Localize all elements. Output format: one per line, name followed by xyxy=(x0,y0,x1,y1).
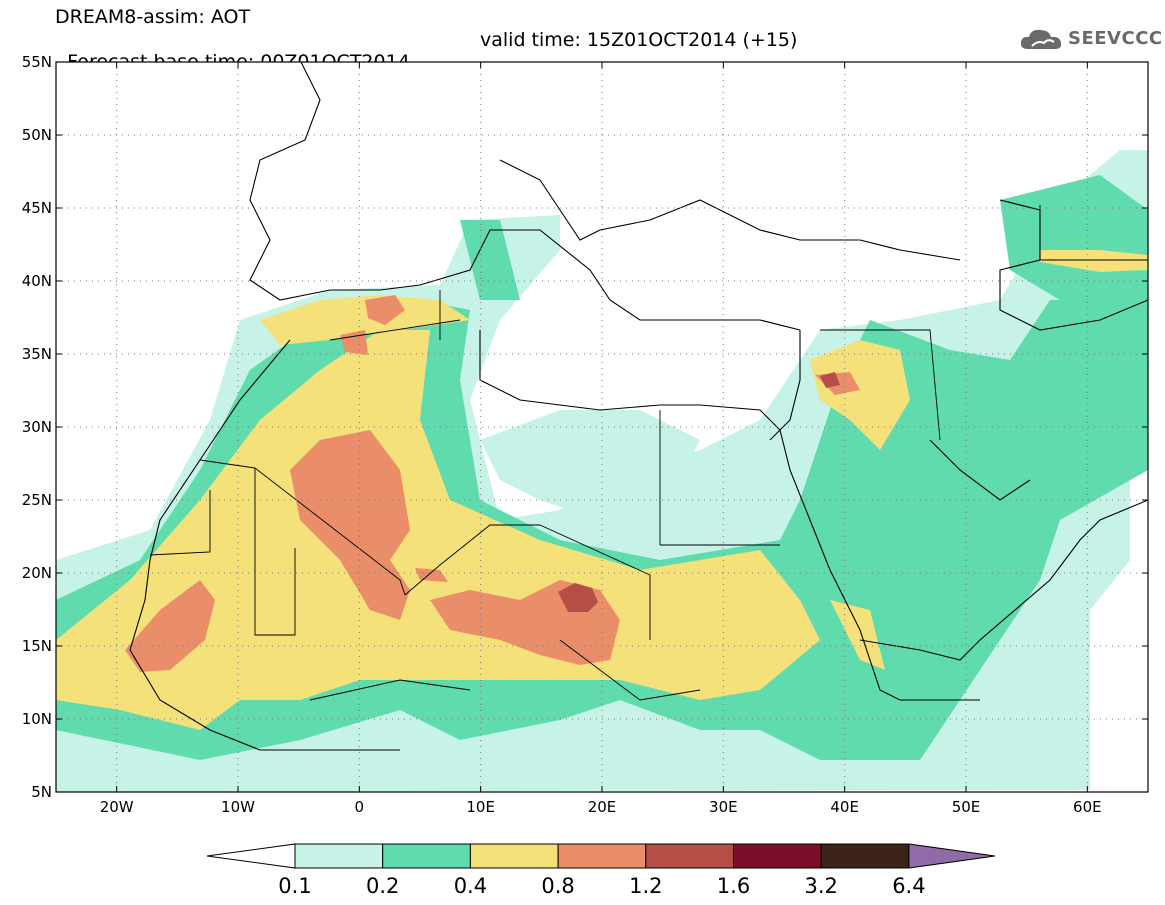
colorbar-arrow-high xyxy=(908,843,996,869)
colorbar-boxes xyxy=(206,843,996,869)
aot-map: 55N 50N 45N 40N 35N 30N 25N 20N 15N 10N 5N 20W 10W 0… xyxy=(22,53,1149,816)
coastlines xyxy=(129,62,1148,751)
seevccc-logo: SEEVCCC xyxy=(1018,25,1162,55)
lat-label: 35N xyxy=(22,345,52,363)
lat-label: 15N xyxy=(22,637,52,655)
lon-label: 20E xyxy=(588,798,617,816)
lon-label: 0 xyxy=(355,798,365,816)
lat-label: 5N xyxy=(31,783,52,801)
colorbar-arrow-low xyxy=(206,843,296,869)
colorbar-level-label: 3.2 xyxy=(804,874,837,898)
lon-label: 20W xyxy=(100,798,134,816)
lat-label: 45N xyxy=(22,199,52,217)
colorbar-level-label: 1.6 xyxy=(717,874,750,898)
lat-label: 25N xyxy=(22,491,52,509)
colorbar-box xyxy=(645,843,734,869)
lat-label: 20N xyxy=(22,564,52,582)
colorbar-labels: 0.1 0.2 0.4 0.8 1.2 1.6 3.2 6.4 xyxy=(278,874,925,898)
colorbar-level-label: 0.4 xyxy=(454,874,487,898)
colorbar-box xyxy=(382,843,471,869)
aot-band-1.2 xyxy=(558,372,840,612)
lat-label: 55N xyxy=(22,53,52,71)
lon-label: 10W xyxy=(221,798,255,816)
lat-label: 10N xyxy=(22,710,52,728)
lat-label: 30N xyxy=(22,418,52,436)
latitude-labels: 55N 50N 45N 40N 35N 30N 25N 20N 15N 10N 5N xyxy=(22,53,52,801)
axis-ticks xyxy=(56,61,1148,793)
colorbar-level-label: 1.2 xyxy=(629,874,662,898)
valid-time: valid time: 15Z01OCT2014 (+15) xyxy=(480,29,798,51)
colorbar-box xyxy=(469,843,559,869)
grid xyxy=(56,62,1148,792)
lon-label: 40E xyxy=(830,798,859,816)
colorbar-level-label: 0.8 xyxy=(541,874,574,898)
colorbar-box xyxy=(557,843,647,869)
lon-label: 60E xyxy=(1073,798,1102,816)
colorbar-level-label: 6.4 xyxy=(892,874,925,898)
cloud-icon xyxy=(1020,29,1062,49)
colorbar-box xyxy=(733,843,822,869)
longitude-labels: 20W 10W 0 10E 20E 30E 40E 50E 60E xyxy=(100,798,1102,816)
lon-label: 50E xyxy=(952,798,981,816)
logo-text: SEEVCCC xyxy=(1068,28,1163,49)
colorbar-box xyxy=(820,843,910,869)
colorbar-level-label: 0.1 xyxy=(278,874,311,898)
title-model: DREAM8-assim: AOT xyxy=(55,6,251,28)
aot-band-0.4 xyxy=(56,250,1148,730)
aot-fields xyxy=(56,62,1148,792)
colorbar-box xyxy=(294,843,384,869)
colorbar: 0.1 0.2 0.4 0.8 1.2 1.6 3.2 6.4 xyxy=(206,843,996,898)
colorbar-level-label: 0.2 xyxy=(366,874,399,898)
lon-label: 30E xyxy=(709,798,738,816)
lat-label: 50N xyxy=(22,126,52,144)
lon-label: 10E xyxy=(466,798,495,816)
lat-label: 40N xyxy=(22,272,52,290)
